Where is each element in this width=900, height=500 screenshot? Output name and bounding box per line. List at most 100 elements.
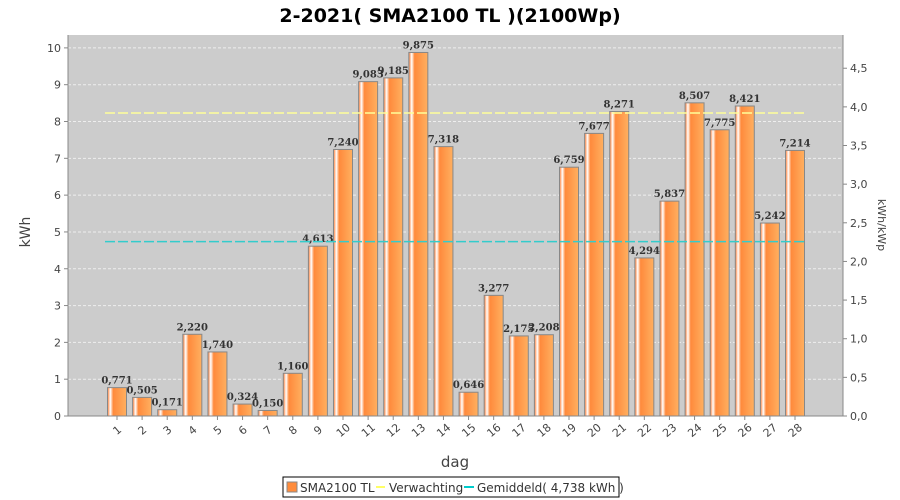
x-tick-label: 6: [236, 423, 250, 437]
value-label: 7,240: [327, 137, 358, 148]
bar-day-2: [132, 396, 153, 417]
y-tick-label: 1: [54, 373, 61, 386]
value-label: 6,759: [553, 155, 584, 166]
value-label: 0,505: [126, 385, 157, 396]
legend-bar: SMA2100 TL: [300, 481, 375, 495]
value-label: 2,220: [177, 322, 208, 333]
x-tick-label: 1: [110, 423, 124, 437]
y-tick-label: 2: [54, 336, 61, 349]
bar-day-8: [282, 372, 303, 417]
x-tick-label: 3: [161, 423, 175, 437]
y2-tick-label: 2,0: [850, 255, 868, 268]
value-label: 7,214: [779, 138, 810, 149]
x-tick-label: 23: [660, 421, 679, 440]
value-label: 0,324: [227, 392, 258, 403]
y-tick-label: 3: [54, 300, 61, 313]
y-tick-label: 8: [54, 116, 61, 129]
x-tick-label: 25: [710, 421, 729, 440]
x-tick-label: 24: [685, 421, 704, 440]
bar-day-27: [759, 222, 780, 417]
y2-axis-label: kWh/kWp: [875, 199, 888, 251]
x-tick-label: 15: [459, 421, 478, 440]
legend-average: Gemiddeld( 4,738 kWh ): [477, 481, 624, 495]
value-label: 8,507: [679, 91, 710, 102]
x-tick-label: 17: [510, 421, 529, 440]
x-tick-label: 11: [359, 421, 378, 440]
x-tick-label: 16: [484, 421, 503, 440]
legend: SMA2100 TL Verwachting Gemiddeld( 4,738 …: [282, 476, 624, 498]
x-tick-label: 2: [136, 423, 150, 437]
y2-tick-label: 0,0: [850, 410, 868, 423]
bar-day-7: [257, 409, 278, 417]
bar-day-11: [358, 81, 379, 417]
x-tick-label: 5: [211, 423, 225, 437]
value-label: 2,175: [503, 324, 534, 335]
bar-day-15: [458, 391, 479, 417]
y-axis-label: kWh: [18, 217, 34, 248]
x-tick-label: 27: [761, 421, 780, 440]
value-label: 0,171: [152, 398, 183, 409]
value-label: 0,771: [101, 376, 132, 387]
x-tick-label: 12: [384, 421, 403, 440]
bar-day-23: [659, 200, 680, 417]
x-tick-label: 13: [409, 421, 428, 440]
y-tick-label: 10: [47, 42, 61, 55]
x-tick-label: 20: [585, 421, 604, 440]
bar-day-9: [307, 245, 328, 417]
x-tick-label: 9: [311, 423, 325, 437]
value-label: 3,277: [478, 283, 509, 294]
x-tick-label: 26: [736, 421, 755, 440]
value-label: 7,677: [578, 121, 609, 132]
y-tick-label: 4: [54, 263, 61, 276]
bar-day-13: [408, 51, 429, 417]
y-tick-label: 5: [54, 226, 61, 239]
bar-day-26: [734, 105, 755, 417]
bar-day-17: [508, 335, 529, 417]
value-label: 4,613: [302, 234, 333, 245]
value-label: 0,150: [252, 398, 283, 409]
bar-day-20: [584, 132, 605, 417]
y2-tick-label: 0,5: [850, 371, 868, 384]
value-label: 7,775: [704, 118, 735, 129]
x-axis-label: dag: [441, 453, 469, 471]
bar-day-16: [483, 294, 504, 417]
y-tick-label: 7: [54, 152, 61, 165]
value-label: 8,271: [604, 100, 635, 111]
bar-day-25: [709, 129, 730, 417]
value-label: 7,318: [428, 135, 459, 146]
value-label: 9,083: [352, 70, 383, 81]
value-label: 9,875: [403, 40, 434, 51]
y2-tick-label: 1,5: [850, 294, 868, 307]
y2-tick-label: 1,0: [850, 333, 868, 346]
bar-day-4: [182, 333, 203, 417]
x-tick-label: 22: [635, 421, 654, 440]
x-tick-label: 28: [786, 421, 805, 440]
y2-tick-label: 2,5: [850, 217, 868, 230]
chart-title: 2-2021( SMA2100 TL )(2100Wp): [279, 5, 620, 27]
bar-day-10: [333, 148, 353, 417]
bar-day-12: [383, 77, 404, 417]
x-tick-label: 18: [535, 421, 554, 440]
value-label: 1,740: [202, 340, 233, 351]
x-tick-label: 21: [610, 421, 629, 440]
y-tick-label: 6: [54, 189, 61, 202]
bar-day-18: [533, 334, 554, 417]
x-tick-label: 10: [334, 421, 353, 440]
value-label: 8,421: [729, 94, 760, 105]
value-label: 5,837: [654, 189, 685, 200]
bar-day-5: [207, 351, 228, 417]
value-label: 9,185: [378, 66, 409, 77]
y2-tick-label: 3,0: [850, 178, 868, 191]
x-tick-label: 7: [261, 423, 275, 437]
bar-day-1: [107, 387, 127, 417]
value-label: 4,294: [629, 246, 660, 257]
y2-tick-label: 3,5: [850, 140, 868, 153]
bar-day-6: [232, 403, 253, 417]
x-tick-label: 8: [286, 423, 300, 437]
y2-tick-label: 4,5: [850, 62, 868, 75]
y2-tick-label: 4,0: [850, 101, 868, 114]
bar-day-3: [157, 409, 178, 417]
bar-day-22: [634, 257, 655, 417]
